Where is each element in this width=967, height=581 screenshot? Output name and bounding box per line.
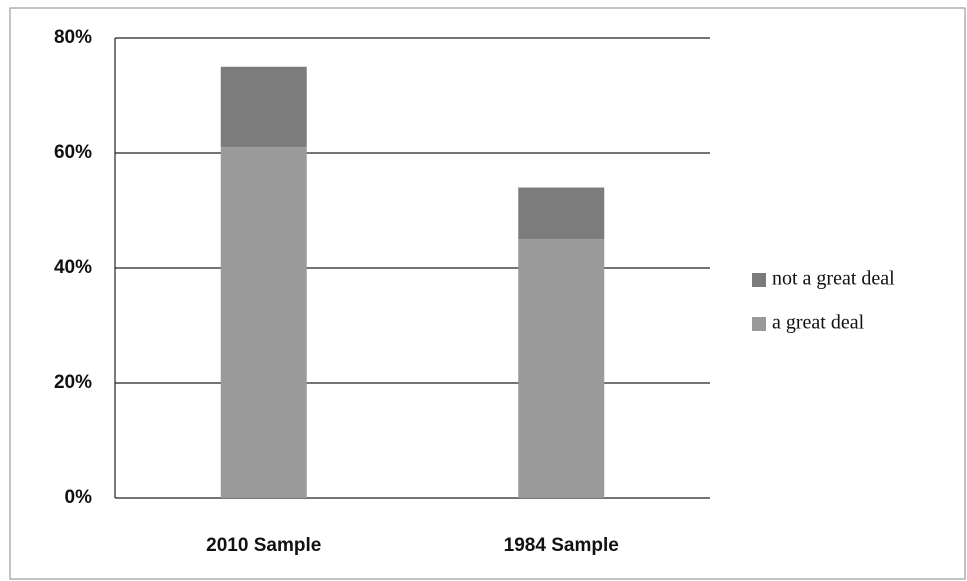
- bar-segment: [518, 187, 605, 240]
- y-tick-label: 20%: [54, 372, 92, 393]
- legend-label: a great deal: [772, 312, 865, 334]
- bar-segment: [220, 147, 307, 498]
- legend-swatch: [752, 317, 766, 331]
- y-tick-label: 40%: [54, 257, 92, 278]
- y-tick-label: 0%: [65, 487, 93, 508]
- x-tick-label: 2010 Sample: [206, 535, 321, 556]
- chart-frame: [9, 7, 966, 580]
- y-tick-label: 60%: [54, 142, 92, 163]
- legend-swatch: [752, 273, 766, 287]
- y-tick-label: 80%: [54, 27, 92, 48]
- bar-segment: [518, 239, 605, 498]
- bar-segment: [220, 66, 307, 148]
- x-tick-label: 1984 Sample: [504, 535, 619, 556]
- legend-label: not a great deal: [772, 268, 895, 290]
